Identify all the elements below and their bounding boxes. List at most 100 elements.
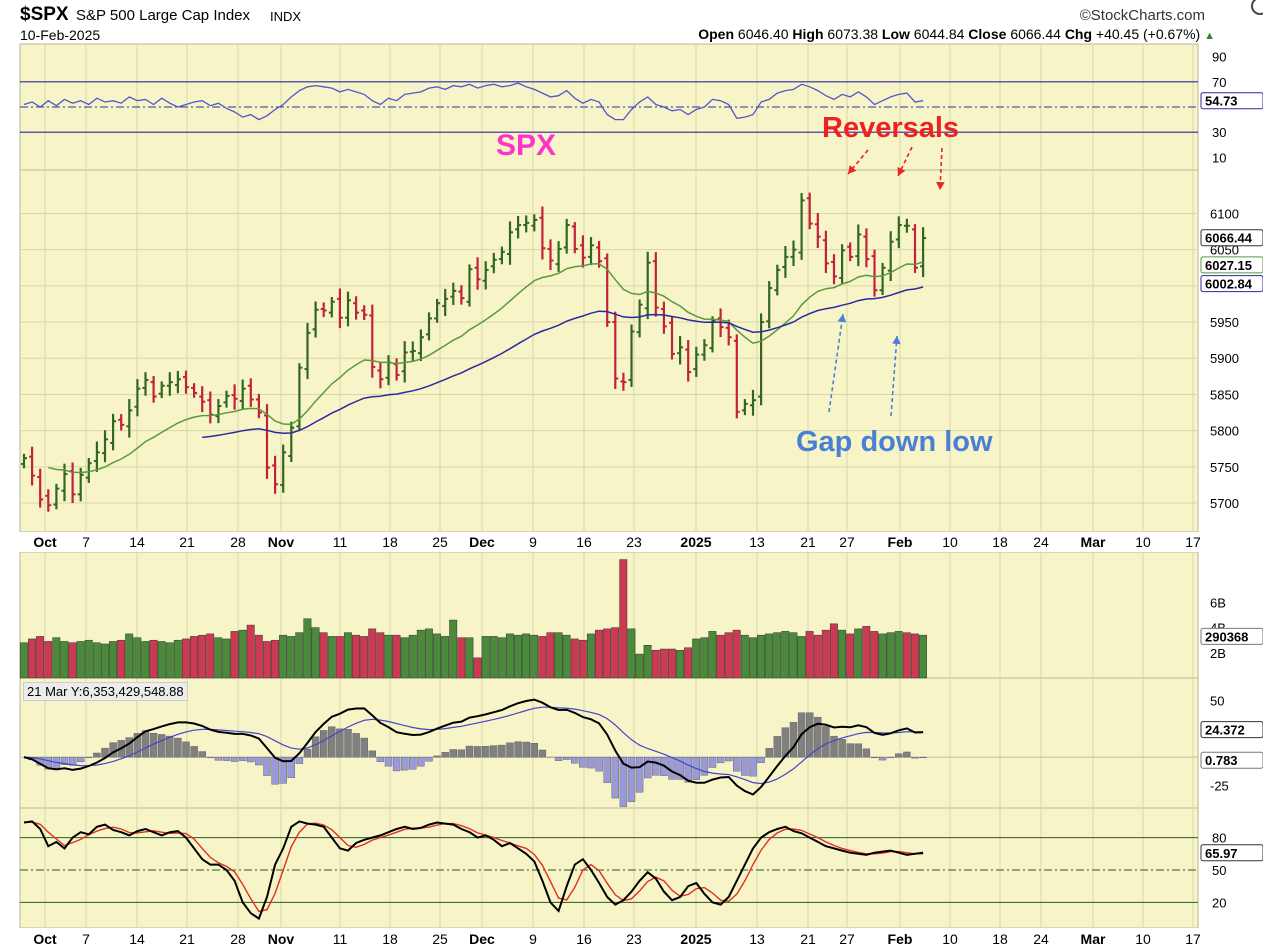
change-label: Chg xyxy=(1064,26,1093,42)
high-label: High xyxy=(792,26,824,42)
volume-bar xyxy=(335,636,344,679)
x-axis-label-top: 14 xyxy=(129,534,145,550)
price-bar xyxy=(45,489,52,512)
volume-bar xyxy=(384,634,393,679)
x-axis-label-bottom: 2025 xyxy=(680,931,711,947)
price-bar xyxy=(822,230,829,273)
high-value: 6073.38 xyxy=(827,26,879,42)
x-axis-label-bottom: 14 xyxy=(129,931,145,947)
open-label: Open xyxy=(698,26,735,42)
price-bar xyxy=(920,227,927,278)
price-bar xyxy=(320,302,327,317)
x-axis-label-bottoms: Oct 7 14 21 28 Nov 11 18 25 Dec 9 16 23 2025 13 21 27 Feb… xyxy=(33,931,1201,947)
macd-hist-bar xyxy=(571,756,579,764)
macd-hist-bar xyxy=(368,750,376,758)
volume-bar xyxy=(570,638,579,679)
x-axis-label-top: 23 xyxy=(626,534,642,550)
x-axis-label-top: Feb xyxy=(888,534,913,550)
price-bar xyxy=(409,341,416,362)
macd-hist-bar xyxy=(830,735,838,758)
price-bar xyxy=(863,228,870,268)
x-axis-label-top: 28 xyxy=(230,534,246,550)
price-bar xyxy=(328,296,335,318)
volume-bar xyxy=(902,632,911,679)
volume-bar xyxy=(740,634,749,679)
volume-bar xyxy=(846,633,855,679)
tag-close: 6066.44 xyxy=(1200,229,1263,247)
stoch-tick-20: 20 xyxy=(1212,895,1226,910)
macd-hist-bar xyxy=(198,751,206,758)
price-tick-5950: 5950 xyxy=(1210,315,1239,330)
macd-hist-bar xyxy=(376,756,385,762)
price-bar xyxy=(345,291,351,327)
volume-bar xyxy=(52,637,61,679)
macd-hist-bar xyxy=(287,756,295,778)
tag-stoch-box xyxy=(1200,844,1263,862)
volume-bar xyxy=(870,631,879,679)
x-axis-label-top: 21 xyxy=(800,534,816,550)
macd-hist-bar xyxy=(166,735,174,758)
volume-bar xyxy=(797,636,806,679)
price-bar xyxy=(588,237,594,266)
brand-label[interactable]: ©StockCharts.com xyxy=(1079,7,1205,24)
macd-tick-50: 50 xyxy=(1210,694,1224,709)
price-bar xyxy=(417,329,424,361)
volume-bar xyxy=(368,628,377,679)
macd-hist-bar xyxy=(627,756,636,802)
index-name: S&P 500 Large Cap Index xyxy=(76,7,251,24)
tag-macd-text: 24.372 xyxy=(1205,723,1245,738)
volume-bar xyxy=(708,631,717,679)
price-bar xyxy=(304,322,311,380)
gap-arrow-1 xyxy=(828,313,847,413)
macd-hist-bar xyxy=(482,746,490,758)
volume-bar xyxy=(214,637,223,679)
reversal-arrow-1 xyxy=(847,149,869,175)
settings-icon[interactable] xyxy=(1251,0,1263,15)
volume-bar xyxy=(757,634,765,679)
price-bar xyxy=(272,455,279,494)
macd-hist-bar xyxy=(619,756,628,807)
macd-hist-bar xyxy=(433,755,441,758)
x-axis-label-top: 18 xyxy=(382,534,398,550)
x-axis-label-top: 10 xyxy=(942,534,958,550)
price-bar xyxy=(636,299,643,338)
volume-bar xyxy=(400,637,409,679)
macd-hist-bar xyxy=(320,730,328,758)
x-axis-label-bottom: 21 xyxy=(179,931,195,947)
x-axis-label-top: 27 xyxy=(839,534,855,550)
macd-hist-bar xyxy=(554,756,563,761)
volume-bar xyxy=(578,639,587,679)
x-axis-label-bottom: 11 xyxy=(333,931,348,947)
price-bar xyxy=(660,301,667,334)
macd-hist-bar xyxy=(328,726,336,758)
price-bar xyxy=(166,372,173,396)
price-tick-5750: 5750 xyxy=(1210,460,1239,475)
x-axis-label-bottom: 9 xyxy=(529,931,537,947)
volume-bar xyxy=(125,633,134,679)
macd-hist-bar xyxy=(238,756,247,761)
macd-hist-bar xyxy=(182,741,190,758)
rsi-tick-70: 70 xyxy=(1212,75,1226,90)
x-axis-label-bottom: 10 xyxy=(1135,931,1151,947)
volume-bar xyxy=(173,639,182,679)
gap-arrow-1-head xyxy=(837,314,847,323)
x-axis-label-bottom: 18 xyxy=(992,931,1008,947)
macd-hist-bar xyxy=(757,756,765,763)
price-bar xyxy=(604,253,611,327)
tag-volume-text: 290368 xyxy=(1205,629,1248,644)
volume-bar xyxy=(303,618,312,679)
rsi-tick-30: 30 xyxy=(1212,125,1226,140)
volume-bar xyxy=(489,636,498,679)
macd-hist-bar xyxy=(506,742,514,758)
volume-bar xyxy=(684,647,693,679)
x-axis-label-bottom: Oct xyxy=(33,931,57,947)
volume-bar xyxy=(530,634,539,679)
macd-hist-bar xyxy=(563,756,571,760)
volume-bar xyxy=(862,626,871,679)
tag-close-box xyxy=(1200,229,1263,247)
gap-arrow-1-shaft xyxy=(828,313,844,413)
price-bar xyxy=(507,221,513,265)
volume-bar xyxy=(100,643,109,679)
macd-hist-bar xyxy=(789,722,798,758)
ohlc-bars xyxy=(21,192,927,512)
